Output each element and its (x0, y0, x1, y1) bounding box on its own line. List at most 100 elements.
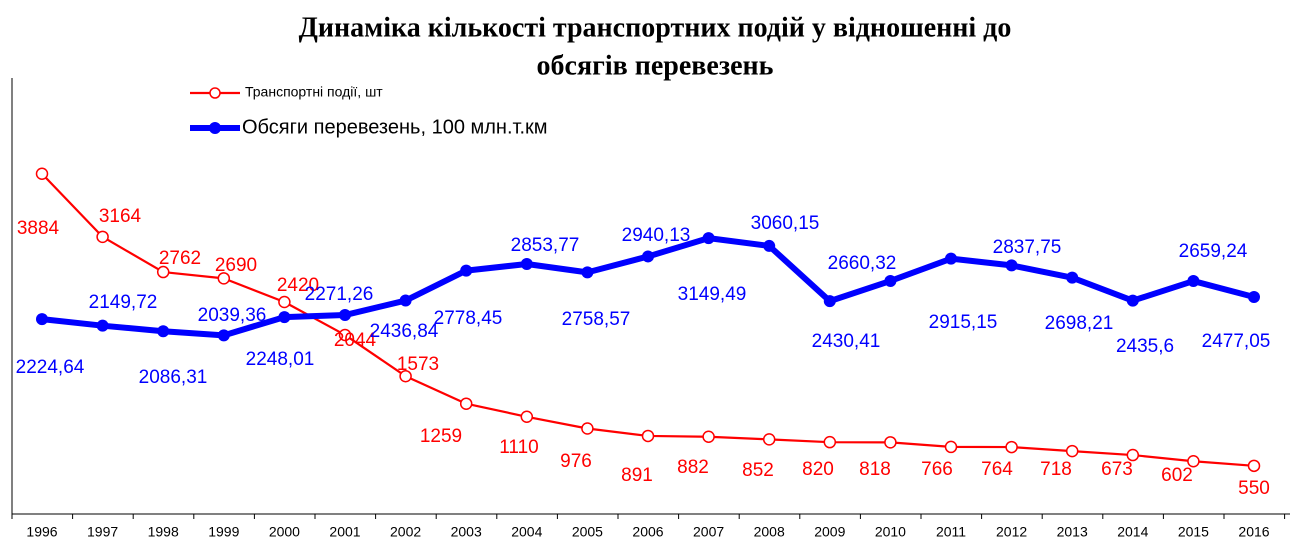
data-label: 2039,36 (198, 305, 267, 326)
x-tick-label: 2000 (269, 524, 300, 540)
x-tick-label: 2009 (814, 524, 845, 540)
x-tick-label: 1998 (148, 524, 179, 540)
point (1187, 455, 1200, 468)
data-label: 2660,32 (828, 253, 897, 274)
point (1005, 259, 1018, 272)
data-label: 2778,45 (434, 308, 503, 329)
point (278, 295, 291, 309)
x-tick-label: 2011 (936, 524, 966, 540)
data-label: 2149,72 (89, 292, 158, 313)
x-tick-label: 2015 (1178, 524, 1209, 540)
point (884, 274, 897, 287)
data-label: 2436,84 (370, 321, 439, 342)
point (944, 440, 958, 454)
point (1247, 459, 1261, 473)
point (157, 325, 170, 338)
data-label: 673 (1101, 459, 1133, 480)
data-label: 2420 (277, 275, 319, 296)
data-label: 1573 (397, 354, 439, 375)
point (823, 295, 836, 308)
point (460, 264, 473, 277)
legend-marker (209, 122, 221, 134)
point (399, 369, 412, 383)
data-label: 602 (1161, 465, 1193, 486)
point (35, 167, 49, 181)
data-label: 3149,49 (678, 284, 747, 305)
chart-title: Динаміка кількості транспортних подій у … (299, 12, 1012, 43)
point (339, 309, 351, 322)
point (278, 311, 291, 324)
x-tick-label: 2001 (329, 524, 360, 540)
x-tick-label: 2010 (875, 524, 906, 540)
data-label: 2435,6 (1116, 336, 1174, 357)
data-label: 2837,75 (993, 237, 1062, 258)
data-label: 2853,77 (511, 235, 580, 256)
data-label: 2248,01 (246, 349, 315, 370)
data-label: 3884 (17, 218, 60, 239)
point (156, 265, 170, 279)
x-tick-label: 2013 (1057, 524, 1088, 540)
data-label: 1110 (499, 437, 538, 458)
point (642, 250, 654, 263)
point (96, 319, 109, 332)
point (459, 397, 473, 410)
point (338, 328, 352, 342)
x-tick-label: 2003 (451, 524, 482, 540)
x-tick-label: 2008 (754, 524, 785, 540)
point (217, 329, 230, 342)
data-label: 2915,15 (929, 312, 998, 333)
data-label: 3164 (99, 206, 142, 227)
x-tick-label: 2004 (511, 524, 542, 540)
point (520, 258, 533, 271)
point (1248, 291, 1260, 304)
point (520, 410, 534, 424)
x-tick-label: 1996 (26, 524, 57, 540)
data-label: 820 (802, 459, 834, 480)
data-label: 3060,15 (751, 213, 820, 234)
data-label: 891 (621, 465, 653, 486)
data-label: 2762 (159, 248, 201, 269)
point (641, 429, 655, 443)
data-label: 2224,64 (16, 357, 85, 378)
data-label: 550 (1238, 478, 1270, 499)
point (702, 232, 715, 245)
data-label: 2044 (334, 330, 377, 351)
point (823, 435, 837, 449)
data-label: 718 (1040, 459, 1072, 480)
data-label: 2940,13 (622, 225, 691, 246)
x-tick-label: 2016 (1238, 524, 1269, 540)
point (884, 436, 897, 449)
data-label: 764 (981, 459, 1013, 480)
point (96, 230, 109, 244)
point (581, 422, 594, 435)
point (1065, 444, 1079, 458)
point (1005, 440, 1018, 454)
x-tick-label: 1999 (208, 524, 239, 540)
data-label: 852 (742, 460, 774, 481)
x-tick-label: 2012 (996, 524, 1027, 540)
data-label: 2271,26 (305, 284, 374, 305)
point (702, 430, 715, 443)
point (762, 433, 776, 446)
point (217, 272, 231, 285)
data-label: 2690 (215, 255, 257, 276)
point (1187, 275, 1200, 288)
legend-label: Обсяги перевезень, 100 млн.т.км (242, 116, 548, 138)
x-tick-label: 2002 (390, 524, 421, 540)
data-label: 1259 (420, 426, 462, 447)
point (1126, 294, 1139, 307)
point (36, 313, 48, 326)
point (399, 294, 412, 307)
point (1066, 271, 1079, 284)
data-label: 2758,57 (562, 309, 631, 330)
data-label: 2086,31 (139, 367, 208, 388)
point (763, 239, 776, 252)
x-tick-label: 1997 (87, 524, 118, 540)
legend-label: Транспортні події, шт (245, 84, 383, 100)
data-label: 818 (859, 459, 891, 480)
x-tick-label: 2007 (693, 524, 724, 540)
x-tick-label: 2006 (632, 524, 663, 540)
data-label: 882 (677, 457, 709, 478)
chart-title: обсягів перевезень (537, 50, 774, 81)
